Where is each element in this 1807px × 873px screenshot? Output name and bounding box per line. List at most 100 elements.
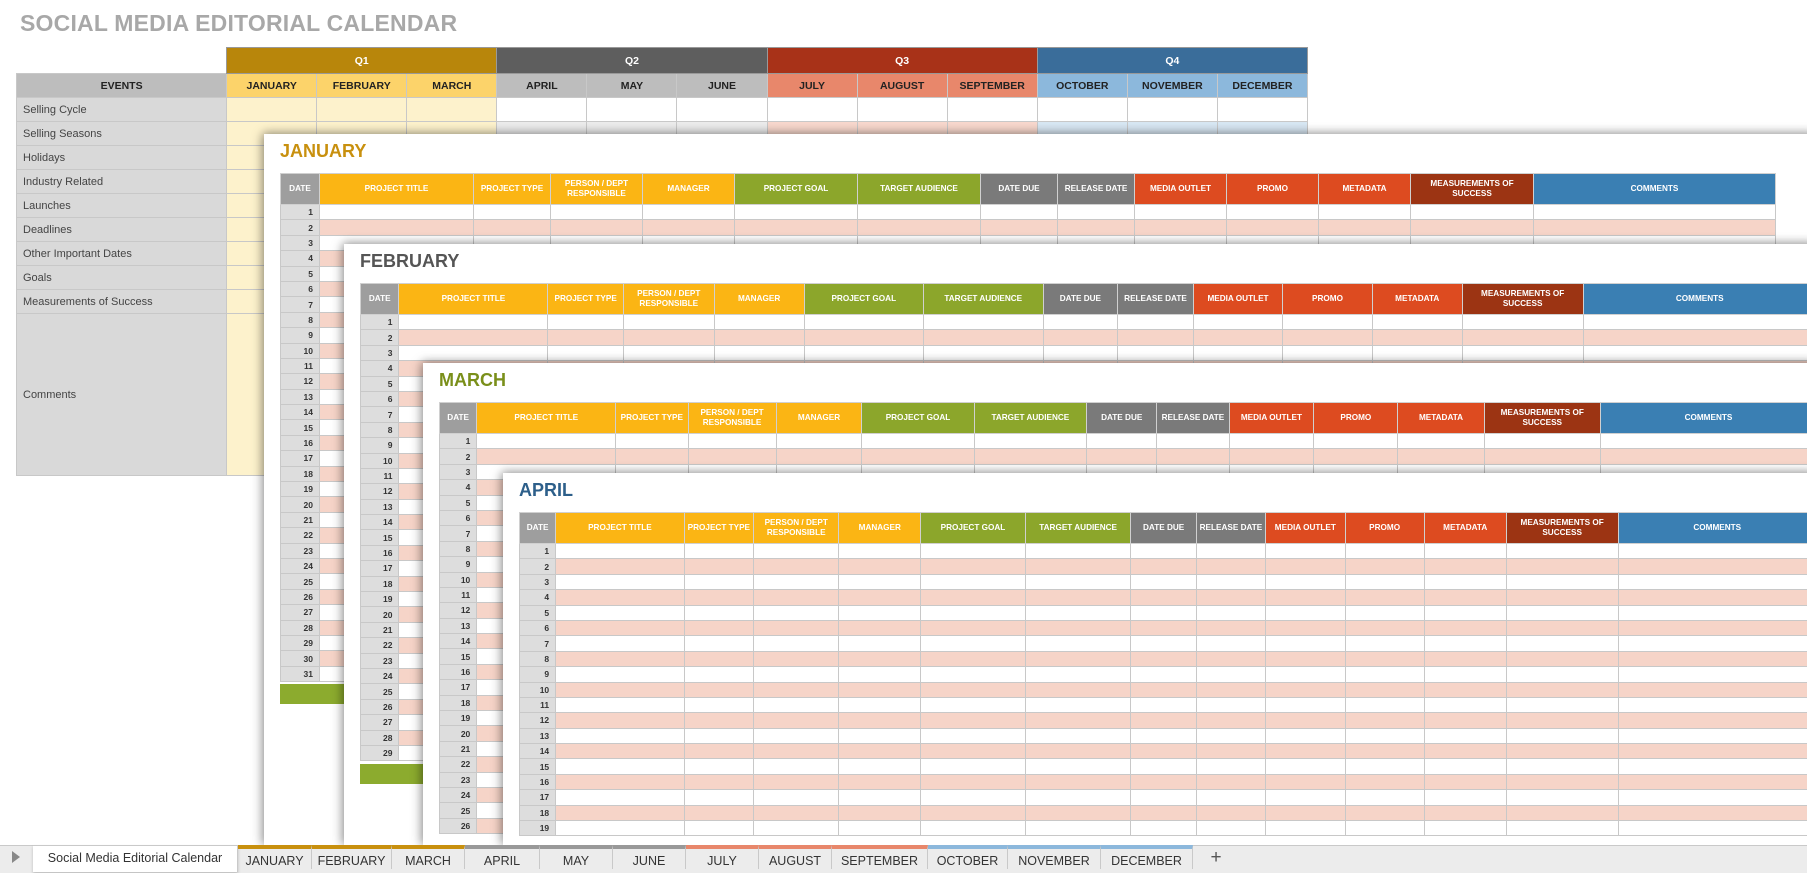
schedule-cell[interactable] (861, 448, 975, 465)
schedule-cell[interactable] (803, 344, 924, 362)
schedule-cell[interactable] (1195, 635, 1267, 652)
schedule-cell[interactable] (752, 758, 840, 775)
schedule-cell[interactable] (555, 696, 685, 714)
schedule-cell[interactable] (1505, 789, 1619, 806)
schedule-cell[interactable] (1533, 203, 1776, 221)
schedule-cell[interactable] (803, 313, 924, 331)
schedule-cell[interactable] (752, 712, 840, 729)
sheet-tab-february[interactable]: FEBRUARY (312, 845, 392, 869)
column-header[interactable]: MEDIA OUTLET (1192, 283, 1284, 315)
schedule-cell[interactable] (547, 313, 624, 331)
day-number[interactable]: 12 (359, 483, 400, 500)
schedule-cell[interactable] (1617, 743, 1807, 760)
day-number[interactable]: 6 (438, 509, 478, 527)
day-number[interactable]: 18 (438, 694, 478, 712)
day-number[interactable]: 15 (280, 419, 320, 436)
schedule-cell[interactable] (683, 589, 754, 606)
schedule-cell[interactable] (683, 727, 754, 745)
month-header[interactable]: MAY (586, 73, 678, 98)
column-header[interactable]: COMMENTS (1617, 512, 1807, 544)
event-label[interactable]: Holidays (15, 145, 228, 170)
schedule-cell[interactable] (683, 773, 754, 791)
day-number[interactable]: 22 (280, 527, 320, 544)
event-cell[interactable] (316, 97, 408, 122)
schedule-cell[interactable] (1423, 804, 1507, 822)
month-header[interactable]: JANUARY (226, 73, 318, 98)
schedule-cell[interactable] (1318, 203, 1411, 221)
day-number[interactable]: 19 (518, 820, 557, 837)
schedule-cell[interactable] (1582, 344, 1807, 362)
schedule-cell[interactable] (1505, 666, 1619, 683)
schedule-cell[interactable] (920, 681, 1026, 698)
schedule-cell[interactable] (1423, 589, 1507, 606)
column-header[interactable]: PROMO (1344, 512, 1425, 544)
day-number[interactable]: 16 (438, 663, 478, 681)
schedule-cell[interactable] (1130, 542, 1197, 560)
schedule-cell[interactable] (1344, 558, 1425, 575)
column-header[interactable]: COMMENTS (1533, 173, 1776, 205)
schedule-cell[interactable] (734, 203, 858, 221)
sheet-tab-may[interactable]: MAY (540, 845, 613, 869)
day-number[interactable]: 13 (438, 617, 478, 635)
schedule-cell[interactable] (920, 635, 1026, 652)
schedule-cell[interactable] (752, 743, 840, 760)
schedule-cell[interactable] (1265, 635, 1346, 652)
schedule-cell[interactable] (775, 432, 863, 450)
schedule-cell[interactable] (683, 619, 754, 637)
schedule-cell[interactable] (1195, 542, 1267, 560)
day-number[interactable]: 26 (280, 588, 320, 606)
day-number[interactable]: 20 (280, 496, 320, 513)
schedule-cell[interactable] (555, 666, 685, 683)
schedule-cell[interactable] (838, 635, 922, 652)
schedule-cell[interactable] (1024, 619, 1132, 637)
schedule-cell[interactable] (838, 727, 922, 745)
schedule-cell[interactable] (1265, 542, 1346, 560)
schedule-cell[interactable] (1599, 432, 1807, 450)
schedule-cell[interactable] (1130, 820, 1197, 837)
schedule-cell[interactable] (555, 681, 685, 698)
schedule-cell[interactable] (752, 589, 840, 606)
schedule-cell[interactable] (1195, 727, 1267, 745)
schedule-cell[interactable] (713, 313, 805, 331)
column-header[interactable]: MANAGER (838, 512, 922, 544)
day-number[interactable]: 12 (438, 602, 478, 619)
schedule-cell[interactable] (1344, 604, 1425, 621)
sheet-tab-september[interactable]: SEPTEMBER (832, 845, 928, 869)
schedule-cell[interactable] (920, 589, 1026, 606)
day-number[interactable]: 23 (438, 771, 478, 788)
day-number[interactable]: 7 (359, 406, 400, 423)
schedule-cell[interactable] (555, 804, 685, 822)
schedule-cell[interactable] (752, 773, 840, 791)
day-number[interactable]: 8 (359, 421, 400, 439)
schedule-cell[interactable] (752, 820, 840, 837)
event-label[interactable]: Deadlines (15, 217, 228, 242)
schedule-cell[interactable] (920, 804, 1026, 822)
schedule-cell[interactable] (838, 666, 922, 683)
schedule-cell[interactable] (1265, 604, 1346, 621)
schedule-cell[interactable] (1042, 344, 1119, 362)
schedule-cell[interactable] (973, 448, 1088, 465)
schedule-cell[interactable] (1130, 619, 1197, 637)
schedule-cell[interactable] (1130, 589, 1197, 606)
schedule-cell[interactable] (1024, 681, 1132, 698)
schedule-cell[interactable] (1617, 789, 1807, 806)
schedule-cell[interactable] (1344, 589, 1425, 606)
column-header[interactable]: COMMENTS (1582, 283, 1807, 315)
schedule-cell[interactable] (713, 329, 805, 346)
schedule-cell[interactable] (473, 219, 551, 236)
schedule-cell[interactable] (1195, 666, 1267, 683)
schedule-cell[interactable] (752, 542, 840, 560)
schedule-cell[interactable] (1617, 712, 1807, 729)
column-header[interactable]: METADATA (1318, 173, 1411, 205)
schedule-cell[interactable] (920, 712, 1026, 729)
schedule-cell[interactable] (1617, 573, 1807, 591)
schedule-cell[interactable] (555, 820, 685, 837)
schedule-cell[interactable] (683, 666, 754, 683)
day-number[interactable]: 10 (438, 571, 478, 588)
schedule-cell[interactable] (1195, 696, 1267, 714)
schedule-cell[interactable] (1617, 666, 1807, 683)
day-number[interactable]: 20 (438, 725, 478, 742)
schedule-cell[interactable] (683, 542, 754, 560)
schedule-cell[interactable] (734, 219, 858, 236)
schedule-cell[interactable] (1282, 344, 1373, 362)
